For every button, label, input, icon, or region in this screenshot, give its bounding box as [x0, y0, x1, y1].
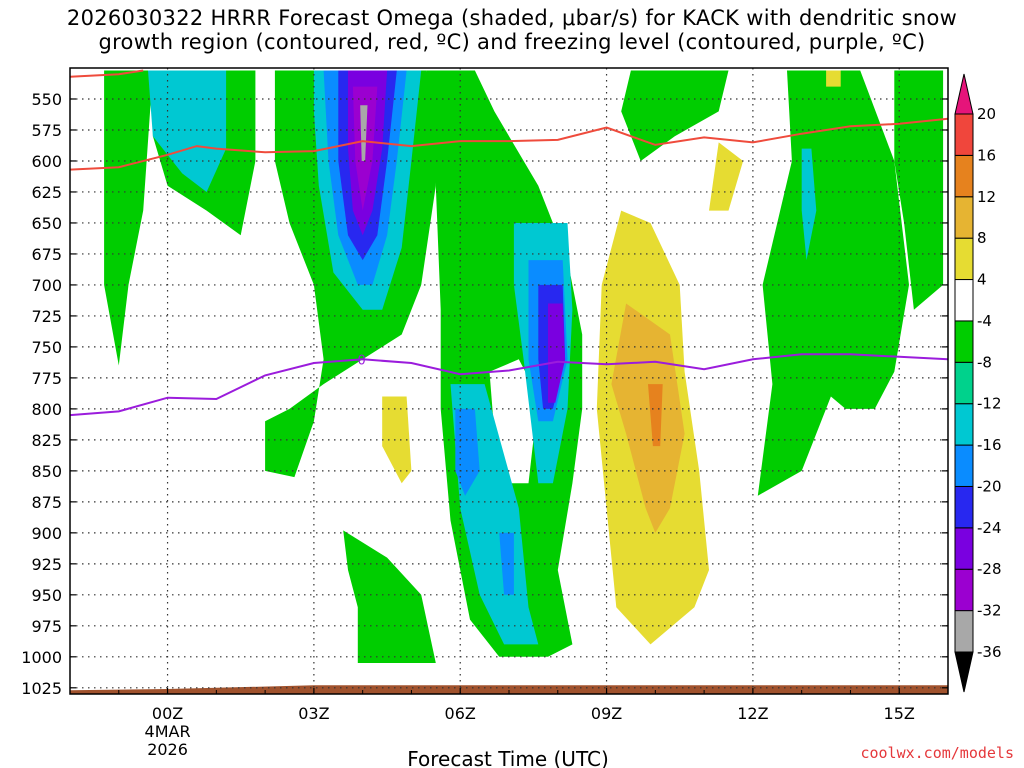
- y-tick-label: 975: [31, 617, 62, 636]
- y-tick-label: 1025: [21, 679, 62, 698]
- y-tick-label: 875: [31, 493, 62, 512]
- x-axis-label: Forecast Time (UTC): [407, 747, 609, 768]
- y-tick-label: 625: [31, 183, 62, 202]
- omega-cell-green: [621, 70, 729, 161]
- y-tick-label: 925: [31, 555, 62, 574]
- y-tick-label: 600: [31, 152, 62, 171]
- y-tick-label: 750: [31, 338, 62, 357]
- y-tick-label: 850: [31, 462, 62, 481]
- y-tick-label: 550: [31, 90, 62, 109]
- colorbar-label: -32: [977, 602, 1002, 620]
- y-tick-label: 575: [31, 121, 62, 140]
- colorbar-label: -12: [977, 395, 1002, 413]
- omega-cell-green: [757, 70, 909, 496]
- omega-cell-orange-yellow: [611, 303, 685, 533]
- omega-cell-light-blue: [499, 532, 514, 595]
- omega-cell-yellow: [709, 142, 744, 211]
- chart-title: 2026030322 HRRR Forecast Omega (shaded, …: [66, 6, 958, 54]
- colorbar-swatch: [954, 279, 974, 322]
- contour-layer: 0: [70, 69, 948, 417]
- y-tick-label: 675: [31, 245, 62, 264]
- y-tick-label: 700: [31, 276, 62, 295]
- y-tick-label: 825: [31, 431, 62, 450]
- omega-cell-cyan: [801, 148, 817, 261]
- colorbar-label: -8: [977, 353, 992, 371]
- colorbar-label: -28: [977, 560, 1002, 578]
- y-tick-label: 900: [31, 524, 62, 543]
- omega-cell-gray: [360, 105, 368, 161]
- colorbar-swatch: [954, 610, 974, 653]
- y-tick-label: 1000: [21, 648, 62, 667]
- colorbar-label: 16: [977, 146, 996, 164]
- colorbar-swatch: [954, 237, 974, 281]
- y-tick-label: 650: [31, 214, 62, 233]
- omega-cell-orange: [648, 384, 663, 447]
- colorbar-swatch: [954, 196, 974, 239]
- x-tick-sublabel: 2026: [147, 740, 188, 759]
- colorbar-label: -24: [977, 519, 1002, 537]
- freezing-level-label: 0: [358, 353, 366, 368]
- colorbar-label: -16: [977, 436, 1002, 454]
- colorbar-swatch: [954, 485, 974, 529]
- colorbar-swatch: [954, 113, 974, 156]
- omega-cell-green: [343, 530, 436, 663]
- colorbar-label: -20: [977, 477, 1002, 495]
- colorbar-swatch: [954, 320, 974, 363]
- omega-cell-green: [104, 70, 153, 366]
- colorbar-label: 4: [977, 271, 987, 289]
- omega-cell-light-blue: [455, 408, 480, 496]
- grid-layer: [70, 68, 948, 694]
- colorbar: -36 -32 -28 -24 -20 -16 -12 -8 -4 4 8 12 16 20: [954, 73, 1002, 693]
- y-tick-label: 800: [31, 400, 62, 419]
- omega-cell-cyan: [148, 70, 227, 192]
- x-tick-label: 12Z: [737, 704, 768, 723]
- colorbar-swatch: [954, 444, 974, 487]
- omega-cell-green: [894, 70, 944, 310]
- dendritic-contour-lower: [70, 117, 948, 171]
- omega-shading-layer: [70, 70, 948, 694]
- x-tick-label: 03Z: [298, 704, 329, 723]
- y-axis: 550 575 600 625 650 675 700 725 750 775 800 825 850 8…: [21, 90, 948, 698]
- x-tick-label: 06Z: [445, 704, 476, 723]
- x-tick-sublabel: 4MAR: [145, 722, 191, 741]
- colorbar-swatch: [954, 568, 974, 612]
- colorbar-label: 12: [977, 188, 996, 206]
- colorbar-label: 20: [977, 105, 996, 123]
- freezing-level-line: [70, 353, 948, 417]
- y-tick-label: 775: [31, 369, 62, 388]
- dendritic-contour-upper: [70, 69, 144, 78]
- x-tick-label: 00Z: [152, 704, 183, 723]
- colorbar-label: 8: [977, 229, 987, 247]
- x-tick-label: 09Z: [591, 704, 622, 723]
- colorbar-low-arrow: [954, 651, 974, 693]
- omega-cell-yellow: [382, 396, 412, 484]
- omega-cell-yellow: [826, 70, 841, 87]
- credit-text[interactable]: coolwx.com/models: [860, 744, 1014, 762]
- colorbar-high-arrow: [954, 73, 974, 115]
- colorbar-label: -4: [977, 312, 992, 330]
- y-tick-label: 725: [31, 307, 62, 326]
- x-tick-label: 15Z: [884, 704, 915, 723]
- y-tick-label: 950: [31, 586, 62, 605]
- colorbar-label: -36: [977, 643, 1002, 661]
- colorbar-swatch: [954, 527, 974, 570]
- colorbar-swatch: [954, 403, 974, 446]
- colorbar-swatch: [954, 154, 974, 198]
- omega-cell-purple: [548, 303, 566, 403]
- terrain-fill: [70, 685, 948, 694]
- colorbar-swatch: [954, 361, 974, 405]
